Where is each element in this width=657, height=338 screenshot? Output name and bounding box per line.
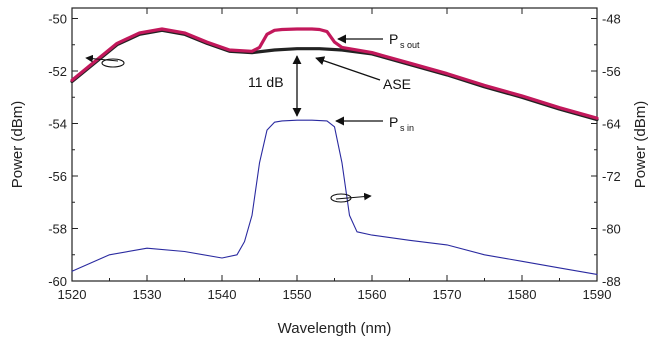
y-right-axis-title: Power (dBm) bbox=[632, 101, 649, 189]
x-tick-label: 1580 bbox=[508, 287, 537, 302]
ase-label: ASE bbox=[383, 76, 411, 92]
y-right-tick-label: -56 bbox=[602, 64, 621, 79]
y-right-tick-label: -88 bbox=[602, 274, 621, 289]
ps-in-label-sub: s in bbox=[400, 123, 414, 133]
x-tick-label: 1590 bbox=[583, 287, 612, 302]
y-left-tick-label: -56 bbox=[48, 169, 67, 184]
y-left-tick-label: -54 bbox=[48, 117, 67, 132]
x-axis-title: Wavelength (nm) bbox=[278, 320, 392, 337]
x-tick-label: 1540 bbox=[208, 287, 237, 302]
right-axis-indicator-arrow bbox=[335, 192, 372, 201]
y-left-tick-label: -52 bbox=[48, 64, 67, 79]
y-left-tick-label: -60 bbox=[48, 274, 67, 289]
left-axis-indicator-ellipse bbox=[101, 58, 125, 68]
x-tick-label: 1520 bbox=[58, 287, 87, 302]
left-axis-indicator-arrow bbox=[85, 54, 119, 63]
ase-arrow bbox=[315, 56, 381, 81]
y-right-tick-label: -48 bbox=[602, 12, 621, 27]
y-right-tick-label: -72 bbox=[602, 169, 621, 184]
x-tick-label: 1550 bbox=[283, 287, 312, 302]
ps-out-label-sub: s out bbox=[400, 40, 420, 50]
series-line-ps-in bbox=[71, 119, 598, 275]
gain-label: 11 dB bbox=[248, 74, 284, 90]
x-tick-label: 1560 bbox=[358, 287, 387, 302]
ps-out-label: P bbox=[389, 31, 398, 47]
series-line-ps-out bbox=[70, 27, 599, 120]
ps-in-label: P bbox=[389, 114, 398, 130]
series-layer bbox=[70, 27, 599, 275]
y-left-axis-title: Power (dBm) bbox=[9, 101, 26, 189]
y-right-tick-label: -80 bbox=[602, 222, 621, 237]
y-left-tick-label: -50 bbox=[48, 12, 67, 27]
y-left-tick-label: -58 bbox=[48, 222, 67, 237]
y-right-tick-label: -64 bbox=[602, 117, 621, 132]
x-tick-label: 1530 bbox=[133, 287, 162, 302]
axes: 1520 1530 1540 1550 1560 1570 1580 1590 -60 -58 -5… bbox=[9, 7, 649, 337]
x-tick-label: 1570 bbox=[433, 287, 462, 302]
